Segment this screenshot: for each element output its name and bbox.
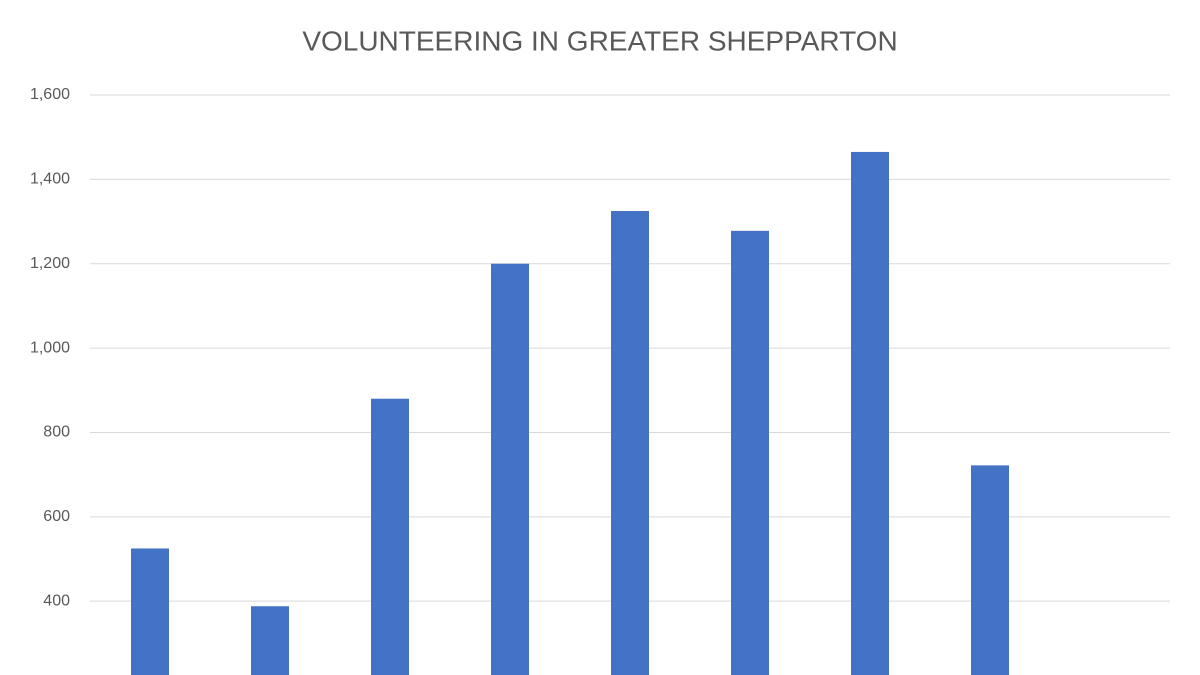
y-tick-label: 1,400 (30, 171, 70, 188)
bar (611, 211, 649, 675)
y-tick-label: 1,600 (30, 86, 70, 103)
bar (731, 230, 769, 675)
y-tick-label: 1,200 (30, 255, 70, 272)
bar (851, 151, 889, 675)
bar (131, 548, 169, 675)
y-tick-label: 600 (43, 508, 70, 525)
bar (371, 398, 409, 675)
y-tick-label: 800 (43, 424, 70, 441)
bar (491, 263, 529, 675)
bar (251, 606, 289, 675)
bar (971, 465, 1009, 675)
chart-title: VOLUNTEERING IN GREATER SHEPPARTON (302, 25, 897, 56)
y-tick-label: 400 (43, 592, 70, 609)
y-tick-label: 1,000 (30, 339, 70, 356)
